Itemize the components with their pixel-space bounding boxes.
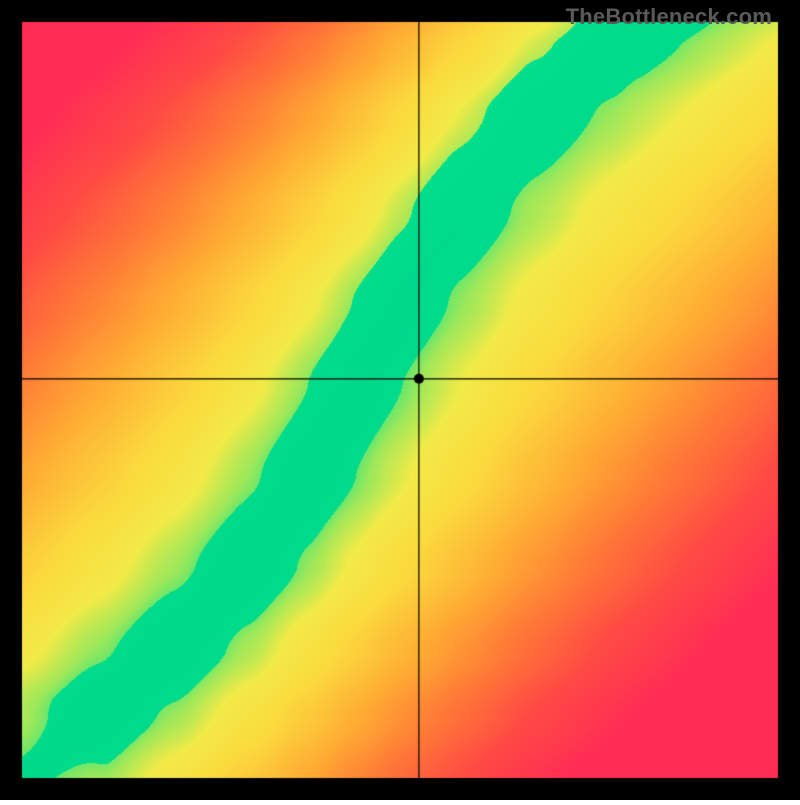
bottleneck-heatmap	[0, 0, 800, 800]
bottleneck-heatmap-container	[0, 0, 800, 800]
watermark-text: TheBottleneck.com	[566, 4, 772, 30]
